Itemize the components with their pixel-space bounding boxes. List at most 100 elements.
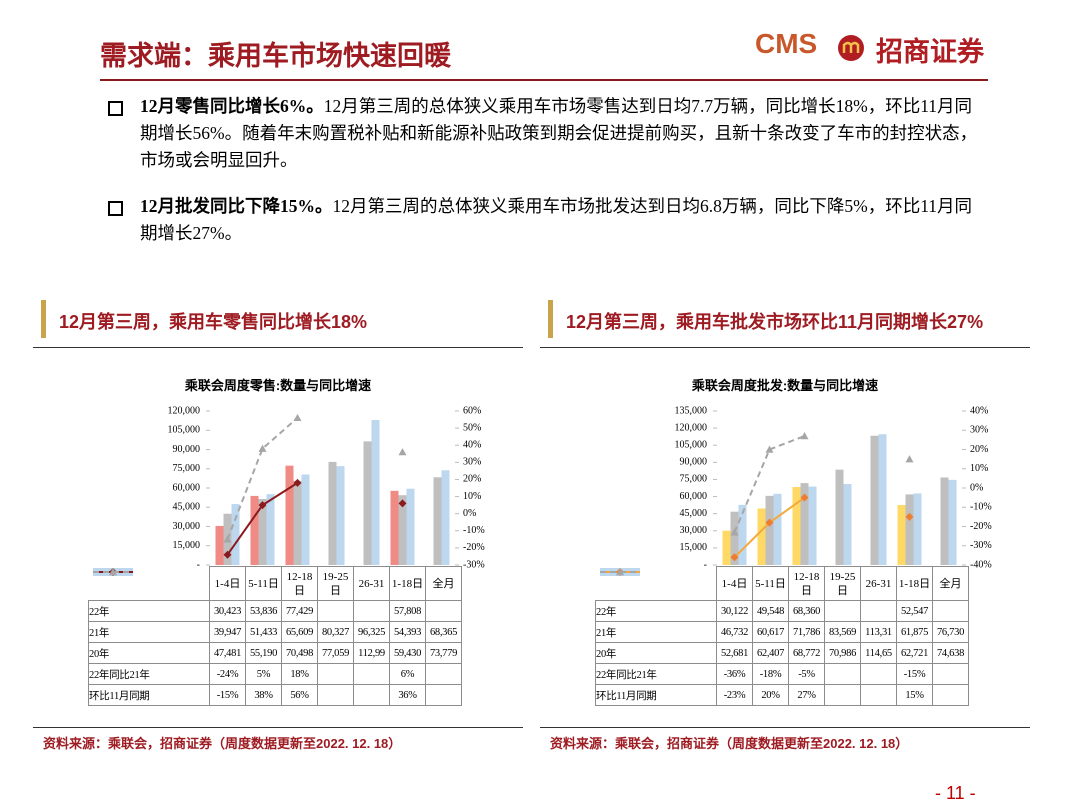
table-row: 22年同比21年 -24% 5% 18% 6%	[88, 567, 462, 685]
bar	[843, 484, 852, 565]
table-cell	[860, 663, 897, 685]
point	[905, 512, 914, 521]
table-cell	[317, 600, 354, 622]
section-heading: 12月第三周，乘用车零售同比增长18%	[59, 312, 368, 332]
bar	[905, 494, 914, 565]
bar	[371, 419, 380, 565]
x-tick-label: 26-31	[860, 566, 897, 601]
table-cell: 27%	[788, 684, 825, 706]
table-cell: 53,836	[245, 600, 282, 622]
table-row: 20年 52,681 62,407 68,772 70,986 114,65 62,721 7…	[595, 567, 969, 664]
y2-tick-label: 20%	[970, 444, 988, 455]
table-cell	[425, 684, 462, 706]
data-table: 1-4日 5-11日 12-18日 19-25日 26-31 1-18日 全月 22年 30,4…	[88, 566, 462, 706]
y2-tick-label: -10%	[970, 502, 992, 513]
y2-tick-label: 50%	[463, 422, 481, 433]
chart-panel: - 15,000 30,000 45,000 60,000 75,000 90,000 105…	[33, 290, 523, 751]
table-cell	[824, 684, 861, 706]
y-tick-label: 75,000	[680, 474, 708, 485]
y2-tick-label: 0%	[970, 482, 983, 493]
point	[398, 448, 407, 456]
legend-entry: 环比11月同期	[595, 567, 717, 706]
chart-title: 乘联会周度批发:数量与同比增速	[691, 378, 879, 393]
bar	[773, 493, 782, 565]
x-tick-label: 全月	[425, 566, 462, 601]
page-number: - 11 -	[935, 783, 976, 803]
table-cell: 36%	[389, 684, 426, 706]
chart: - 15,000 30,000 45,000 60,000 75,000 90,000 105…	[675, 405, 992, 570]
rule	[540, 727, 1030, 728]
y-tick-label: -	[704, 559, 707, 570]
bar	[231, 504, 240, 565]
table-cell: 61,875	[896, 621, 933, 643]
bar	[948, 479, 957, 565]
y2-tick-label: -10%	[463, 525, 485, 536]
table-cell: -15%	[896, 663, 933, 685]
x-tick-label: 1-4日	[716, 566, 753, 601]
table-cell: 30,122	[716, 600, 753, 622]
table-cell	[860, 600, 897, 622]
table-cell	[353, 600, 390, 622]
table-cell: 70,498	[281, 642, 318, 664]
y2-tick-label: 10%	[463, 491, 481, 502]
y2-tick-label: 60%	[463, 405, 481, 416]
rule	[33, 727, 523, 728]
x-tick-label: 12-18日	[788, 566, 825, 601]
bar	[757, 508, 766, 565]
legend-label: 环比11月同期	[596, 690, 657, 702]
point	[398, 499, 407, 508]
bullet: 12月零售同比增长6%。12月第三周的总体狭义乘用车市场零售达到日均7.7万辆，…	[108, 93, 988, 174]
x-tick-label: 1-18日	[896, 566, 933, 601]
x-tick-label: 1-4日	[209, 566, 246, 601]
table-row: 21年 39,947 51,433 65,609 80,327 96,325 54,393 6…	[88, 567, 462, 643]
table-cell: -15%	[209, 684, 246, 706]
table-cell: 6%	[389, 663, 426, 685]
bar	[266, 494, 275, 565]
table-cell: 80,327	[317, 621, 354, 643]
point	[258, 501, 267, 510]
legend-label: 22年	[596, 606, 617, 618]
table-cell: 68,772	[788, 642, 825, 664]
x-tick-label: 19-25日	[824, 566, 861, 601]
table-cell: 56%	[281, 684, 318, 706]
y-tick-label: 15,000	[680, 542, 708, 553]
table-cell: 52,547	[896, 600, 933, 622]
y2-tick-label: 40%	[970, 405, 988, 416]
y-tick-label: -	[197, 559, 200, 570]
bar	[258, 498, 267, 565]
bar	[913, 493, 922, 565]
table-header-row: 1-4日 5-11日 12-18日 19-25日 26-31 1-18日 全月	[89, 566, 462, 601]
table-cell: 55,190	[245, 642, 282, 664]
bullet-lead: 12月批发同比下降15%。	[140, 196, 333, 216]
x-tick-label: 1-18日	[389, 566, 426, 601]
bar	[738, 504, 747, 565]
bar	[336, 466, 345, 565]
y2-tick-label: 30%	[970, 425, 988, 436]
bar	[808, 486, 817, 565]
bar	[765, 495, 774, 565]
table-cell	[353, 663, 390, 685]
y-tick-label: 120,000	[675, 422, 708, 433]
table-cell: 73,779	[425, 642, 462, 664]
table-row: 21年 46,732 60,617 71,786 83,569 113,31 61,875 7…	[595, 567, 969, 643]
y2-tick-label: -40%	[970, 559, 992, 570]
bar	[722, 530, 731, 565]
legend-entry: 环比11月同期	[88, 567, 210, 706]
table-cell: 49,548	[752, 600, 789, 622]
bar	[406, 488, 415, 565]
x-tick-label: 19-25日	[317, 566, 354, 601]
bar	[363, 441, 372, 565]
table-cell: 77,059	[317, 642, 354, 664]
table-cell: 20%	[752, 684, 789, 706]
table-cell	[425, 600, 462, 622]
y-tick-label: 60,000	[680, 491, 708, 502]
bar	[897, 505, 906, 565]
table-cell	[317, 684, 354, 706]
logo-text: CMS	[755, 28, 818, 59]
bullet: 12月批发同比下降15%。12月第三周的总体狭义乘用车市场批发达到日均6.8万辆…	[108, 193, 988, 247]
table-cell: 77,429	[281, 600, 318, 622]
table-cell: 83,569	[824, 621, 861, 643]
table-cell: 62,721	[896, 642, 933, 664]
table-cell: 15%	[896, 684, 933, 706]
y2-tick-label: 20%	[463, 474, 481, 485]
